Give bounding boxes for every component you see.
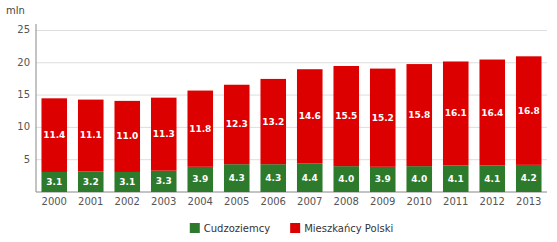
bar [114, 101, 140, 172]
data-label: 15.5 [335, 111, 357, 121]
x-tick-label: 2013 [516, 196, 541, 207]
grid-line [36, 95, 547, 96]
data-label: 12.3 [226, 119, 248, 129]
y-axis [36, 24, 37, 192]
data-label: 11.8 [189, 124, 211, 134]
x-tick-label: 2005 [224, 196, 249, 207]
chart: 5 10 15 20 25 3.1 3.2 3.1 3.3 3.9 4.3 4.3 4.4 4.0 3.9 4… [0, 0, 557, 242]
data-label: 4.4 [302, 173, 318, 183]
x-tick-label: 2012 [480, 196, 505, 207]
bar [370, 167, 396, 192]
x-tick-label: 2000 [42, 196, 67, 207]
data-label: 4.1 [448, 174, 464, 184]
data-label: 11.4 [43, 130, 65, 140]
grid-line [36, 127, 547, 128]
legend-swatch [290, 223, 300, 233]
bar [114, 172, 140, 192]
grid-line [36, 62, 547, 63]
data-label: 14.6 [299, 111, 321, 121]
data-label: 13.2 [262, 117, 284, 127]
data-label: 4.3 [265, 173, 281, 183]
legend-label: Mieszkańcy Polski [304, 223, 393, 234]
bar [479, 60, 505, 166]
bar [297, 69, 323, 163]
x-tick-label: 2009 [370, 196, 395, 207]
x-tick-label: 2002 [115, 196, 140, 207]
legend-label: Cudzoziemcy [204, 223, 270, 234]
data-label: 11.3 [153, 129, 175, 139]
x-tick-label: 2007 [297, 196, 322, 207]
grid-line [36, 159, 547, 160]
data-label: 3.3 [156, 176, 172, 186]
x-tick-label: 2008 [334, 196, 359, 207]
data-label: 3.9 [192, 174, 208, 184]
bar [224, 164, 250, 192]
grid [36, 30, 547, 159]
y-tick-label: 25 [17, 24, 30, 35]
y-tick-label: 15 [17, 89, 30, 100]
bar [41, 98, 67, 172]
y-tick-label: 20 [17, 57, 30, 68]
bar [370, 69, 396, 167]
data-label: 3.1 [119, 177, 135, 187]
x-tick-label: 2011 [443, 196, 468, 207]
bar [516, 56, 542, 165]
bar [333, 166, 359, 192]
legend: Cudzoziemcy Mieszkańcy Polski [190, 223, 393, 234]
data-label: 4.0 [338, 174, 354, 184]
bar [443, 61, 469, 165]
bar [443, 166, 469, 192]
data-label: 4.1 [484, 174, 500, 184]
bar [187, 91, 213, 167]
data-label: 16.8 [518, 106, 540, 116]
bar [260, 79, 286, 164]
data-label: 11.1 [80, 130, 102, 140]
bar [151, 98, 177, 171]
bar [224, 85, 250, 164]
bar [516, 165, 542, 192]
bar [260, 164, 286, 192]
data-label: 15.2 [372, 113, 394, 123]
legend-swatch [190, 223, 200, 233]
data-label: 15.8 [408, 110, 430, 120]
x-tick-label: 2001 [78, 196, 103, 207]
data-label: 3.1 [46, 177, 62, 187]
data-label: 11.0 [116, 131, 138, 141]
data-label: 16.1 [445, 108, 467, 118]
legend-item: Mieszkańcy Polski [290, 223, 393, 234]
legend-item: Cudzoziemcy [190, 223, 270, 234]
bar [333, 66, 359, 166]
bar [151, 171, 177, 192]
x-tick-label: 2006 [261, 196, 286, 207]
bar [479, 166, 505, 192]
data-label: 16.4 [481, 108, 503, 118]
data-label: 4.0 [411, 174, 427, 184]
x-tick-label: 2004 [188, 196, 213, 207]
bar [406, 64, 432, 166]
bar [78, 100, 104, 172]
data-label: 3.2 [83, 177, 99, 187]
bar [78, 171, 104, 192]
bar [187, 167, 213, 192]
data-label: 3.9 [375, 174, 391, 184]
bar [297, 164, 323, 192]
data-label: 4.2 [521, 173, 537, 183]
grid-line [36, 30, 547, 31]
bar [406, 166, 432, 192]
y-axis-label: mln [6, 5, 25, 16]
y-tick-label: 5 [24, 154, 30, 165]
x-tick-label: 2003 [151, 196, 176, 207]
x-tick-label: 2010 [407, 196, 432, 207]
y-tick-label: 10 [17, 121, 30, 132]
bars [41, 56, 541, 192]
data-label: 4.3 [229, 173, 245, 183]
bar [41, 172, 67, 192]
x-axis [36, 192, 547, 193]
